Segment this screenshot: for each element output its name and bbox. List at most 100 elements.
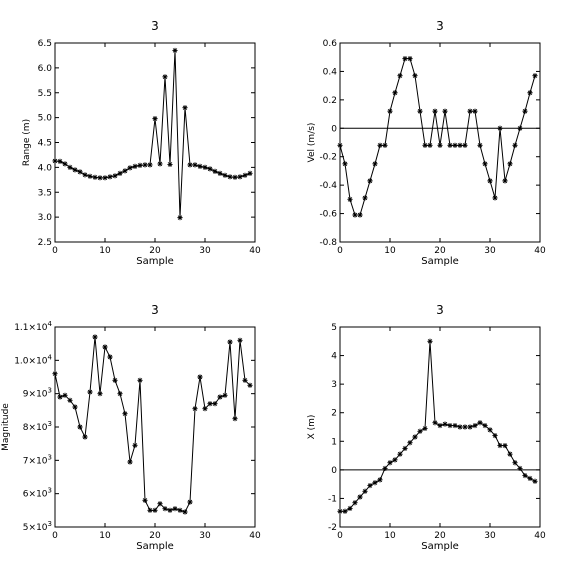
- x-tick-label: 0: [52, 246, 58, 256]
- data-point-marker: [412, 434, 418, 440]
- data-point-marker: [357, 494, 363, 500]
- data-point-marker: [362, 488, 368, 494]
- data-point-marker: [392, 457, 398, 463]
- y-tick-label: -0.4: [319, 181, 337, 191]
- data-point-marker: [487, 427, 493, 433]
- x-tick-label: 0: [52, 531, 58, 541]
- data-point-marker: [87, 389, 93, 395]
- data-point-marker: [442, 108, 448, 114]
- data-point-marker: [137, 162, 143, 168]
- data-point-marker: [417, 428, 423, 434]
- y-tick-label: 4: [331, 352, 337, 362]
- data-point-marker: [197, 374, 203, 380]
- x-axis-label: Sample: [136, 256, 174, 267]
- data-point-marker: [67, 164, 73, 170]
- data-point-marker: [132, 163, 138, 169]
- data-point-marker: [452, 142, 458, 148]
- data-point-marker: [367, 482, 373, 489]
- data-point-marker: [192, 162, 198, 168]
- data-point-marker: [427, 338, 433, 344]
- y-tick-label-base: ×10: [29, 456, 48, 466]
- data-point-marker: [247, 170, 253, 176]
- data-point-marker: [497, 442, 503, 449]
- y-tick-label-mantissa: 6: [23, 490, 29, 500]
- data-point-marker: [532, 478, 538, 484]
- data-point-marker: [472, 422, 478, 429]
- y-tick-label: 2: [331, 409, 337, 419]
- data-point-marker: [377, 477, 383, 483]
- data-point-marker: [242, 377, 248, 383]
- y-tick-label: 0.6: [323, 39, 338, 49]
- data-point-marker: [437, 422, 443, 429]
- data-point-marker: [487, 178, 493, 184]
- y-tick-label: 4.0: [38, 163, 53, 173]
- data-point-marker: [232, 174, 238, 180]
- data-point-marker: [397, 73, 403, 79]
- data-point-marker: [172, 506, 178, 512]
- data-point-marker: [72, 404, 78, 410]
- y-axis-label: X (m): [307, 415, 317, 440]
- data-point-marker: [87, 173, 93, 179]
- data-point-marker: [122, 411, 128, 417]
- chart-title: 3: [436, 19, 444, 33]
- data-point-marker: [157, 161, 163, 167]
- data-point-marker: [447, 422, 453, 429]
- plot-frame: [54, 42, 256, 243]
- y-tick-label: 5×103: [23, 520, 52, 533]
- y-tick-label-exponent: 3: [48, 387, 52, 395]
- y-tick-label-base: ×10: [29, 490, 48, 500]
- data-point-marker: [142, 162, 148, 168]
- data-point-marker: [417, 108, 423, 114]
- data-point-marker: [112, 173, 118, 179]
- data-point-marker: [177, 507, 183, 513]
- data-point-marker: [187, 499, 193, 505]
- data-point-marker: [247, 382, 253, 388]
- y-tick-label: 2.5: [38, 238, 52, 248]
- data-point-marker: [482, 422, 488, 429]
- chart-title: 3: [436, 303, 444, 317]
- data-point-marker: [102, 175, 108, 181]
- data-point-marker: [362, 195, 368, 201]
- y-tick-label: 5.0: [38, 114, 53, 124]
- data-point-marker: [477, 142, 483, 148]
- data-point-marker: [117, 170, 123, 176]
- y-tick-label-mantissa: 9: [23, 390, 29, 400]
- data-point-marker: [177, 215, 183, 221]
- data-point-marker: [507, 161, 513, 167]
- y-tick-label: 0: [331, 466, 337, 476]
- y-tick-label: 0.2: [323, 96, 337, 106]
- data-point-marker: [467, 424, 473, 430]
- x-tick-label: 40: [249, 531, 261, 541]
- data-point-marker: [207, 401, 213, 407]
- data-point-marker: [102, 344, 108, 350]
- data-point-marker: [122, 168, 128, 174]
- x-tick-label: 20: [434, 246, 446, 256]
- x-tick-label: 10: [99, 246, 111, 256]
- data-point-marker: [172, 47, 178, 54]
- data-point-marker: [462, 142, 468, 148]
- x-tick-label: 20: [149, 246, 161, 256]
- data-point-marker: [337, 508, 343, 514]
- data-point-marker: [137, 377, 143, 383]
- y-tick-label-mantissa: 8: [23, 423, 29, 433]
- data-point-marker: [432, 108, 438, 114]
- data-point-marker: [92, 174, 98, 180]
- y-tick-label: 3.5: [38, 188, 52, 198]
- data-point-marker: [107, 174, 113, 180]
- y-tick-label: 6.5: [38, 39, 52, 49]
- data-point-marker: [407, 440, 413, 446]
- y-axis-label: Range (m): [22, 119, 32, 166]
- y-tick-label-exponent: 4: [48, 353, 53, 361]
- data-point-marker: [512, 142, 518, 148]
- data-point-marker: [392, 90, 398, 96]
- data-point-marker: [527, 90, 533, 96]
- x-tick-label: 40: [534, 531, 546, 541]
- data-point-marker: [222, 392, 228, 398]
- data-point-marker: [502, 442, 508, 449]
- data-point-marker: [347, 505, 353, 512]
- series-line: [54, 336, 251, 513]
- data-point-marker: [502, 178, 508, 184]
- y-tick-label: 5: [331, 323, 337, 333]
- chart-panel-1: 30 10 20 30 402.53.03.54.04.55.05.56.06.5Sam…: [22, 19, 261, 267]
- x-tick-label: 30: [484, 531, 496, 541]
